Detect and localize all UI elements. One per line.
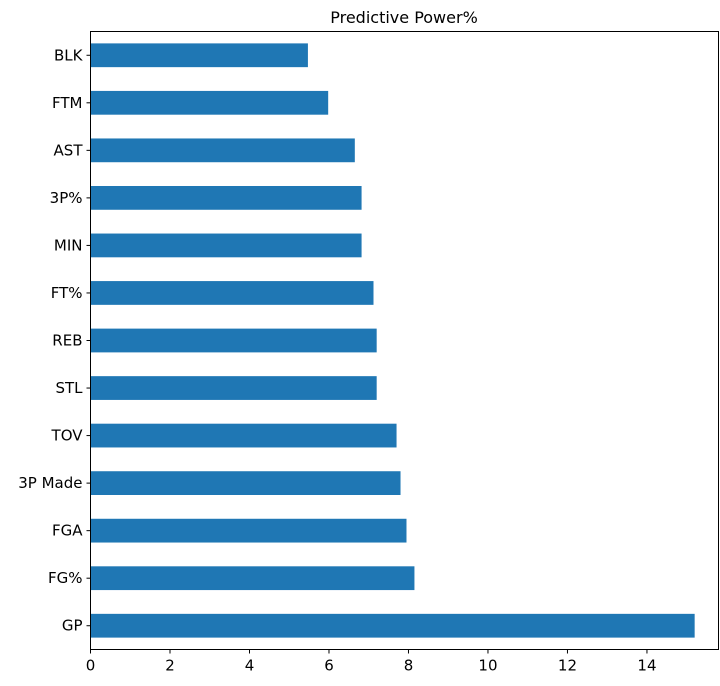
y-tick-label: FT% bbox=[51, 284, 83, 302]
y-tick-label: BLK bbox=[54, 46, 84, 64]
bar-gp bbox=[90, 613, 695, 638]
x-tick-label: 0 bbox=[86, 657, 96, 675]
x-tick-label: 14 bbox=[637, 657, 656, 675]
x-axis-ticks: 0 2 4 6 8 10 12 14 bbox=[86, 649, 657, 675]
bar-min bbox=[90, 233, 362, 258]
y-tick-label: FTM bbox=[52, 94, 82, 112]
y-tick-label: STL bbox=[55, 379, 83, 397]
bar-blk bbox=[90, 43, 308, 68]
bar-ast bbox=[90, 138, 355, 163]
x-tick-label: 12 bbox=[558, 657, 577, 675]
y-tick-label: FG% bbox=[48, 569, 83, 587]
x-tick-label: 8 bbox=[404, 657, 414, 675]
y-tick-label: FGA bbox=[52, 522, 83, 540]
bars-group bbox=[90, 43, 695, 638]
bar-tov bbox=[90, 423, 397, 448]
y-axis-ticks: GP FG% FGA 3P Made TOV STL REB FT% MIN 3P% AST FTM B… bbox=[18, 46, 91, 635]
bar-3p-made bbox=[90, 471, 401, 495]
bar-stl bbox=[90, 376, 377, 400]
x-tick-label: 2 bbox=[165, 657, 175, 675]
x-tick-label: 10 bbox=[478, 657, 497, 675]
bar-reb bbox=[90, 328, 377, 353]
y-tick-label: MIN bbox=[54, 236, 83, 254]
x-tick-label: 4 bbox=[245, 657, 255, 675]
x-tick-label: 6 bbox=[324, 657, 334, 675]
y-tick-label: REB bbox=[52, 332, 82, 350]
chart-title: Predictive Power% bbox=[330, 8, 478, 27]
plot-frame bbox=[90, 31, 719, 650]
y-tick-label: 3P% bbox=[50, 189, 83, 207]
bar-3p- bbox=[90, 186, 362, 210]
bar-fg- bbox=[90, 566, 415, 591]
y-tick-label: AST bbox=[54, 141, 84, 159]
bar-ft- bbox=[90, 281, 374, 305]
y-tick-label: 3P Made bbox=[18, 474, 82, 492]
y-tick-label: GP bbox=[62, 617, 83, 635]
bar-fga bbox=[90, 518, 407, 543]
bar-ftm bbox=[90, 90, 329, 115]
y-tick-label: TOV bbox=[51, 427, 84, 445]
